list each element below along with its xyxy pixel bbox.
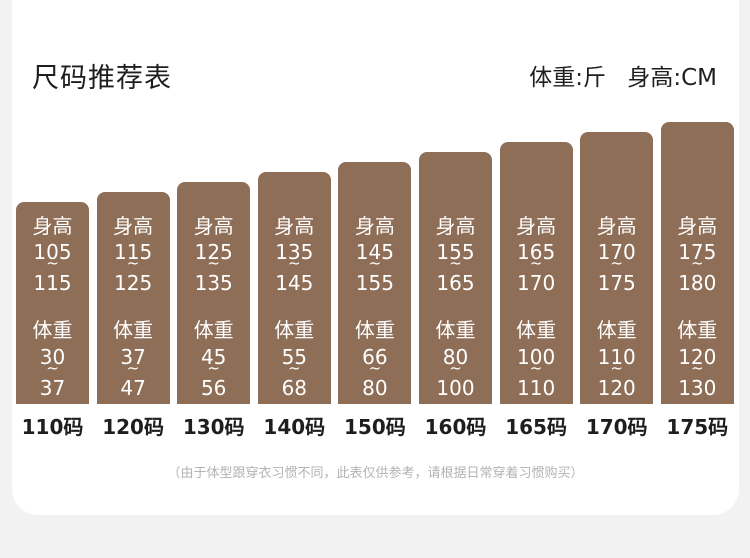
weight-range-tilde: ~ <box>368 359 382 377</box>
height-max: 175 <box>597 271 636 295</box>
weight-range-tilde: ~ <box>449 359 462 377</box>
size-bar: 身高 125 ~135 体重 45 ~56 <box>177 182 251 404</box>
weight-max: 68 <box>281 376 308 400</box>
height-max: 145 <box>275 271 314 295</box>
weight-max: 100 <box>436 376 475 400</box>
weight-range-tilde: ~ <box>610 359 623 377</box>
weight-label: 体重 <box>596 318 637 342</box>
height-max: 125 <box>114 271 153 295</box>
height-range-tilde: ~ <box>691 254 704 272</box>
weight-min: 66 <box>362 345 388 369</box>
height-label: 身高 <box>113 214 154 238</box>
height-range-tilde: ~ <box>288 254 301 272</box>
weight-label: 体重 <box>274 318 315 342</box>
size-label: 170码 <box>585 415 648 439</box>
weight-max: 80 <box>362 376 388 400</box>
weight-max: 130 <box>678 376 717 400</box>
height-range-tilde: ~ <box>529 254 543 272</box>
height-range-tilde: ~ <box>207 254 220 272</box>
height-range-tilde: ~ <box>126 254 140 272</box>
size-bar: 身高 170 ~175 体重 110 ~120 <box>580 132 654 404</box>
height-label: 身高 <box>274 214 315 238</box>
weight-range-tilde: ~ <box>691 359 704 377</box>
height-label: 身高 <box>435 214 476 238</box>
weight-min: 120 <box>678 345 717 369</box>
weight-range-tilde: ~ <box>126 359 140 377</box>
height-max: 170 <box>517 271 556 295</box>
size-label: 130码 <box>182 415 245 439</box>
height-max: 115 <box>33 271 72 295</box>
weight-label: 体重 <box>354 318 395 342</box>
weight-min: 45 <box>200 345 227 369</box>
height-min: 165 <box>517 240 556 264</box>
weight-label: 体重 <box>32 318 73 342</box>
weight-max: 47 <box>120 376 146 400</box>
height-range-tilde: ~ <box>449 254 462 272</box>
weight-max: 110 <box>517 376 556 400</box>
weight-label: 体重 <box>435 318 476 342</box>
height-min: 175 <box>678 240 717 264</box>
height-range-tilde: ~ <box>46 254 59 272</box>
weight-max: 56 <box>200 376 227 400</box>
height-label: 身高 <box>354 214 395 238</box>
size-chart-card: 尺码推荐表 体重:斤 身高:CM 身高 105 ~115 体重 30 ~37 110码 身高 1… <box>12 0 739 515</box>
height-max: 135 <box>194 271 233 295</box>
height-min: 170 <box>597 240 636 264</box>
size-bar: 身高 175 ~180 体重 120 ~130 <box>660 122 734 404</box>
size-bar: 身高 135 ~145 体重 55 ~68 <box>257 172 331 404</box>
height-label: 身高 <box>32 214 73 238</box>
size-label: 175码 <box>666 415 729 439</box>
height-label: 身高 <box>193 214 234 238</box>
height-label: 身高 <box>596 214 637 238</box>
height-unit-label: 身高:CM <box>627 65 717 91</box>
size-label: 150码 <box>344 415 406 439</box>
disclaimer-note: （由于体型跟穿衣习惯不同，此表仅供参考，请根据日常穿着习惯购买） <box>167 466 584 481</box>
size-label: 110码 <box>21 415 84 439</box>
weight-min: 80 <box>442 345 469 369</box>
weight-label: 体重 <box>677 318 718 342</box>
height-min: 135 <box>275 240 314 264</box>
weight-range-tilde: ~ <box>46 359 59 377</box>
weight-label: 体重 <box>193 318 234 342</box>
weight-max: 37 <box>39 376 66 400</box>
size-bar: 身高 155 ~165 体重 80 ~100 <box>419 152 492 404</box>
weight-range-tilde: ~ <box>288 359 301 377</box>
height-max: 165 <box>436 271 475 295</box>
weight-range-tilde: ~ <box>207 359 220 377</box>
height-min: 155 <box>436 240 475 264</box>
weight-min: 30 <box>39 345 66 369</box>
size-bars: 身高 105 ~115 体重 30 ~37 110码 身高 115 ~125 体重 37 ~47 120码… <box>12 0 739 440</box>
weight-max: 120 <box>597 376 636 400</box>
weight-min: 110 <box>597 345 636 369</box>
height-min: 125 <box>194 240 233 264</box>
height-min: 115 <box>114 240 153 264</box>
size-bar: 身高 105 ~115 体重 30 ~37 <box>16 202 89 404</box>
weight-min: 37 <box>120 345 146 369</box>
height-label: 身高 <box>677 214 718 238</box>
page-title: 尺码推荐表 <box>32 63 172 94</box>
weight-min: 55 <box>281 345 308 369</box>
size-bar: 身高 115 ~125 体重 37 ~47 <box>96 192 170 404</box>
weight-label: 体重 <box>113 318 154 342</box>
size-bar: 身高 165 ~170 体重 100 ~110 <box>499 142 573 404</box>
weight-min: 100 <box>517 345 556 369</box>
weight-label: 体重 <box>516 318 557 342</box>
height-label: 身高 <box>516 214 557 238</box>
size-label: 165码 <box>505 415 567 439</box>
weight-unit-label: 体重:斤 <box>529 65 607 91</box>
size-bar: 身高 145 ~155 体重 66 ~80 <box>338 162 412 404</box>
size-label: 140码 <box>263 415 326 439</box>
height-min: 145 <box>355 240 394 264</box>
size-label: 120码 <box>102 415 164 439</box>
height-min: 105 <box>33 240 72 264</box>
height-range-tilde: ~ <box>368 254 382 272</box>
weight-range-tilde: ~ <box>529 359 543 377</box>
size-label: 160码 <box>424 415 487 439</box>
unit-legend: 体重:斤 身高:CM <box>529 58 717 92</box>
height-max: 180 <box>678 271 717 295</box>
height-max: 155 <box>355 271 394 295</box>
height-range-tilde: ~ <box>610 254 623 272</box>
